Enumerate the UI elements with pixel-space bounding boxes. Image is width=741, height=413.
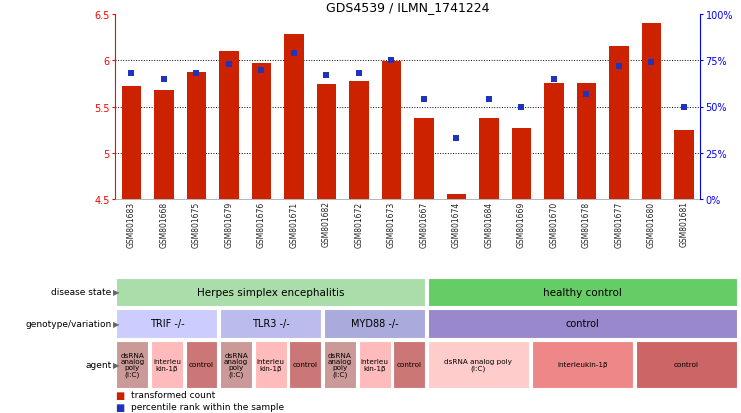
Text: Herpes simplex encephalitis: Herpes simplex encephalitis [197, 287, 345, 297]
Text: ▶: ▶ [113, 288, 119, 297]
Text: control: control [674, 362, 699, 368]
FancyBboxPatch shape [393, 342, 425, 387]
Bar [316, 85, 336, 199]
Text: control: control [189, 362, 214, 368]
Text: interleu
kin-1β: interleu kin-1β [256, 358, 285, 371]
FancyBboxPatch shape [185, 342, 217, 387]
Text: ■: ■ [115, 390, 124, 400]
Bar [219, 52, 239, 199]
Text: control: control [293, 362, 318, 368]
Bar [187, 73, 206, 199]
Bar [544, 84, 563, 199]
Text: dsRNA
analog
poly
(I:C): dsRNA analog poly (I:C) [328, 352, 352, 377]
Text: transformed count: transformed count [131, 391, 216, 399]
FancyBboxPatch shape [116, 278, 425, 306]
FancyBboxPatch shape [428, 309, 737, 338]
Text: ■: ■ [115, 402, 124, 412]
Bar [447, 195, 466, 199]
Text: control: control [396, 362, 422, 368]
Text: ▶: ▶ [113, 360, 119, 369]
Bar [576, 84, 596, 199]
Text: healthy control: healthy control [543, 287, 622, 297]
FancyBboxPatch shape [220, 309, 322, 338]
Text: genotype/variation: genotype/variation [25, 319, 111, 328]
Bar [382, 62, 401, 199]
Text: interleu
kin-1β: interleu kin-1β [361, 358, 388, 371]
Bar [154, 90, 173, 199]
Text: TRIF -/-: TRIF -/- [150, 319, 185, 329]
FancyBboxPatch shape [428, 342, 529, 387]
Bar [349, 81, 368, 199]
Text: dsRNA
analog
poly
(I:C): dsRNA analog poly (I:C) [224, 352, 248, 377]
Text: dsRNA analog poly
(I:C): dsRNA analog poly (I:C) [445, 358, 512, 371]
Text: interleu
kin-1β: interleu kin-1β [153, 358, 181, 371]
Bar [511, 128, 531, 199]
FancyBboxPatch shape [290, 342, 322, 387]
Text: disease state: disease state [51, 288, 111, 297]
Bar [414, 118, 433, 199]
Text: ▶: ▶ [113, 319, 119, 328]
Text: agent: agent [85, 360, 111, 369]
FancyBboxPatch shape [324, 342, 356, 387]
FancyBboxPatch shape [220, 342, 252, 387]
Bar [122, 87, 141, 199]
FancyBboxPatch shape [116, 309, 217, 338]
Text: percentile rank within the sample: percentile rank within the sample [131, 403, 285, 411]
Text: MYD88 -/-: MYD88 -/- [350, 319, 399, 329]
Title: GDS4539 / ILMN_1741224: GDS4539 / ILMN_1741224 [326, 1, 489, 14]
Text: interleukin-1β: interleukin-1β [557, 362, 608, 368]
Bar [609, 47, 628, 199]
FancyBboxPatch shape [428, 278, 737, 306]
FancyBboxPatch shape [359, 342, 391, 387]
FancyBboxPatch shape [116, 342, 148, 387]
FancyBboxPatch shape [636, 342, 737, 387]
FancyBboxPatch shape [255, 342, 287, 387]
Bar [284, 35, 304, 199]
FancyBboxPatch shape [324, 309, 425, 338]
Text: dsRNA
analog
poly
(I:C): dsRNA analog poly (I:C) [120, 352, 144, 377]
Text: control: control [565, 319, 599, 329]
Bar [251, 64, 271, 199]
Bar [479, 118, 499, 199]
Bar [674, 131, 694, 199]
Text: TLR3 -/-: TLR3 -/- [252, 319, 290, 329]
FancyBboxPatch shape [532, 342, 633, 387]
FancyBboxPatch shape [151, 342, 183, 387]
Bar [642, 24, 661, 199]
